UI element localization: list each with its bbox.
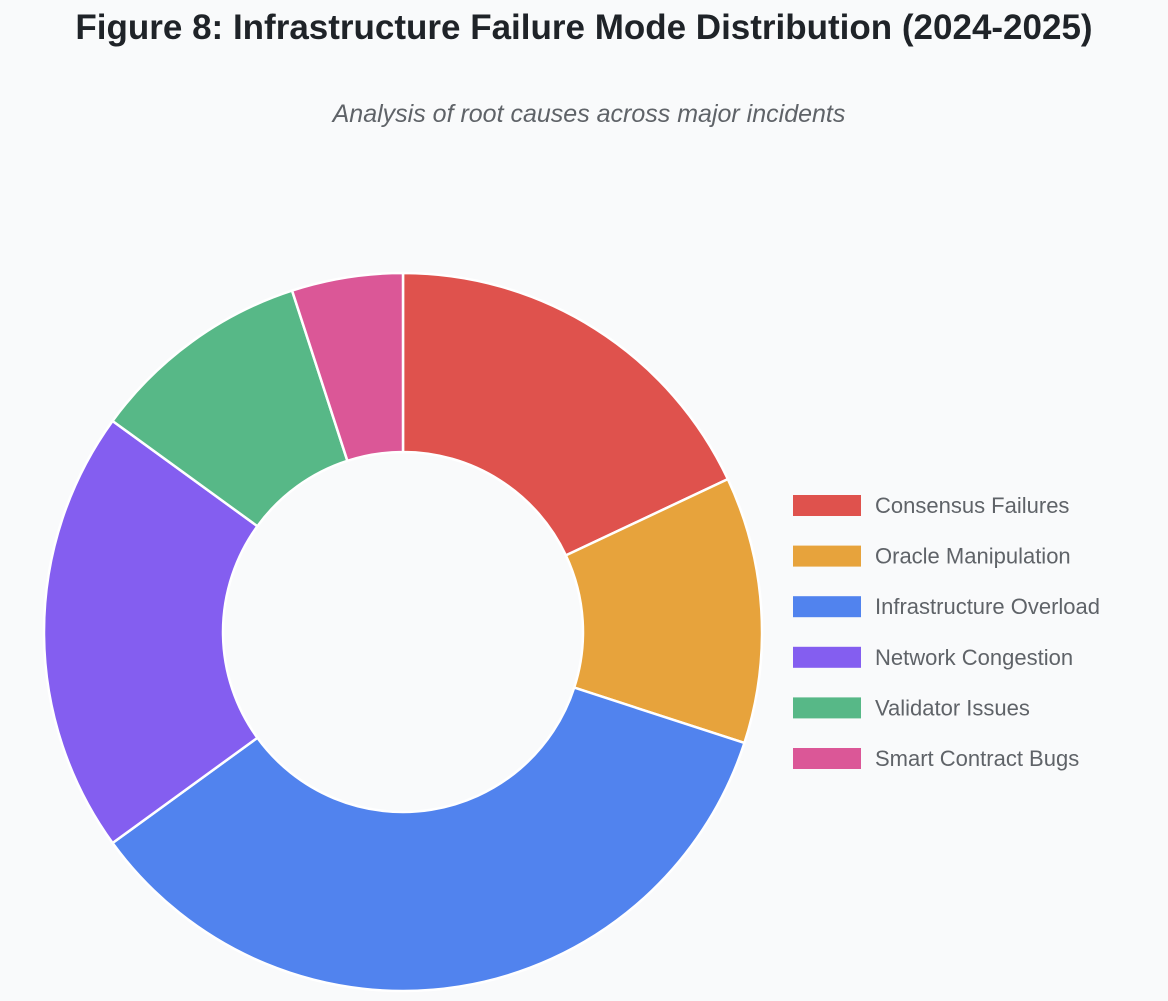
legend-label: Validator Issues	[875, 695, 1030, 720]
slice-smart-contract-bugs[interactable]	[290, 271, 405, 463]
legend-swatch	[793, 495, 861, 516]
legend-label: Smart Contract Bugs	[875, 746, 1079, 771]
legend-item-validator-issues[interactable]: Validator Issues	[793, 695, 1030, 720]
legend-item-consensus-failures[interactable]: Consensus Failures	[793, 493, 1069, 518]
chart-subtitle: Analysis of root causes across major inc…	[332, 100, 846, 128]
legend-swatch	[793, 545, 861, 567]
legend-label: Network Congestion	[875, 645, 1073, 670]
slice-group	[42, 271, 764, 993]
legend-swatch	[793, 646, 861, 668]
legend-item-smart-contract-bugs[interactable]: Smart Contract Bugs	[793, 746, 1079, 771]
legend-item-oracle-manipulation[interactable]: Oracle Manipulation	[793, 544, 1071, 569]
chart-title: Figure 8: Infrastructure Failure Mode Di…	[75, 8, 1093, 47]
legend-item-infrastructure-overload[interactable]: Infrastructure Overload	[793, 594, 1100, 619]
slice-consensus-failures[interactable]	[401, 271, 730, 557]
legend-swatch	[793, 748, 861, 769]
legend-label: Consensus Failures	[875, 493, 1069, 518]
legend-swatch	[793, 697, 861, 719]
legend: Consensus Failures Oracle Manipulation Inf…	[793, 493, 1100, 771]
slice-oracle-manipulation[interactable]	[564, 477, 764, 745]
legend-item-network-congestion[interactable]: Network Congestion	[793, 645, 1073, 670]
slice-infrastructure-overload[interactable]	[111, 686, 746, 993]
legend-label: Oracle Manipulation	[875, 544, 1071, 569]
legend-swatch	[793, 596, 861, 618]
legend-label: Infrastructure Overload	[875, 594, 1100, 619]
slice-network-congestion[interactable]	[42, 419, 259, 845]
